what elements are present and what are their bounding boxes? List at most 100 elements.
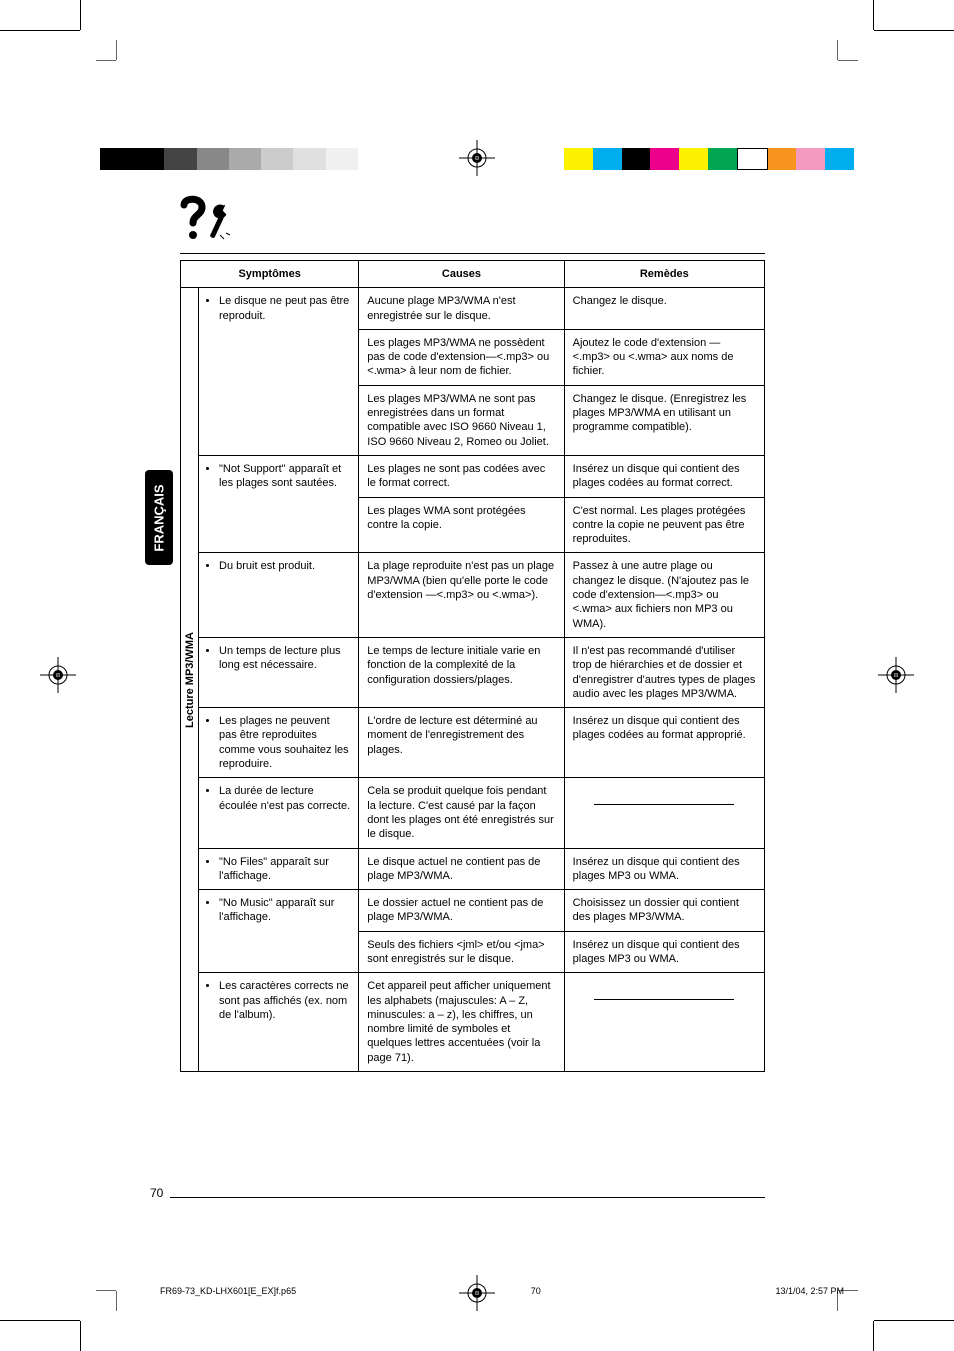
crop-tick bbox=[96, 60, 116, 61]
table-row: Les plages ne peuvent pas être reproduit… bbox=[181, 708, 765, 778]
cause-cell: Le disque actuel ne contient pas de plag… bbox=[359, 848, 564, 890]
symptom-cell: Du bruit est produit. bbox=[199, 553, 359, 637]
color-swatch bbox=[825, 148, 854, 170]
table-row: "Not Support" apparaît et les plages son… bbox=[181, 455, 765, 497]
header-rule bbox=[180, 253, 765, 254]
cause-cell: Les plages MP3/WMA ne possèdent pas de c… bbox=[359, 329, 564, 385]
crop-tick bbox=[116, 40, 117, 60]
crop-mark bbox=[0, 1320, 80, 1321]
symptom-text: Le disque ne peut pas être reproduit. bbox=[219, 294, 350, 323]
remedy-cell: Insérez un disque qui contient des plage… bbox=[564, 931, 764, 973]
color-swatch bbox=[358, 148, 390, 170]
crop-mark bbox=[80, 1321, 81, 1351]
color-swatch bbox=[100, 148, 132, 170]
table-header-row: Symptômes Causes Remèdes bbox=[181, 261, 765, 288]
remedy-cell: Insérez un disque qui contient des plage… bbox=[564, 848, 764, 890]
cause-cell: Le temps de lecture initiale varie en fo… bbox=[359, 637, 564, 707]
cause-cell: L'ordre de lecture est déterminé au mome… bbox=[359, 708, 564, 778]
table-row: Un temps de lecture plus long est nécess… bbox=[181, 637, 765, 707]
remedy-cell: Insérez un disque qui contient des plage… bbox=[564, 708, 764, 778]
registration-mark-icon bbox=[459, 140, 495, 176]
remedy-cell bbox=[564, 973, 764, 1072]
symptom-cell: La durée de lecture écoulée n'est pas co… bbox=[199, 778, 359, 848]
print-footer: FR69-73_KD-LHX601[E_EX]f.p65 70 13/1/04,… bbox=[160, 1286, 844, 1296]
color-swatch bbox=[737, 148, 768, 170]
remedy-cell: Insérez un disque qui contient des plage… bbox=[564, 455, 764, 497]
footer-page: 70 bbox=[531, 1286, 541, 1296]
cmyk-color-bar bbox=[564, 148, 854, 170]
language-tab: FRANÇAIS bbox=[145, 470, 173, 565]
symptom-cell: "Not Support" apparaît et les plages son… bbox=[199, 455, 359, 552]
table-row: Lecture MP3/WMALe disque ne peut pas êtr… bbox=[181, 288, 765, 330]
cause-cell: Le dossier actuel ne contient pas de pla… bbox=[359, 890, 564, 932]
cause-cell: La plage reproduite n'est pas un plage M… bbox=[359, 553, 564, 637]
crop-mark bbox=[873, 1321, 874, 1351]
color-swatch bbox=[132, 148, 164, 170]
remedy-cell: Changez le disque. bbox=[564, 288, 764, 330]
no-remedy-dash bbox=[594, 999, 734, 1000]
symptom-text: Les plages ne peuvent pas être reproduit… bbox=[219, 714, 350, 771]
language-tab-label: FRANÇAIS bbox=[152, 484, 167, 551]
color-swatch bbox=[326, 148, 358, 170]
symptom-text: "Not Support" apparaît et les plages son… bbox=[219, 462, 350, 491]
cause-cell: Cela se produit quelque fois pendant la … bbox=[359, 778, 564, 848]
header-causes: Causes bbox=[359, 261, 564, 288]
table-row: "No Music" apparaît sur l'affichage.Le d… bbox=[181, 890, 765, 932]
color-swatch bbox=[622, 148, 651, 170]
remedy-cell: Changez le disque. (Enregistrez les plag… bbox=[564, 385, 764, 455]
color-swatch bbox=[768, 148, 797, 170]
symptom-cell: Un temps de lecture plus long est nécess… bbox=[199, 637, 359, 707]
remedy-cell: Passez à une autre plage ou changez le d… bbox=[564, 553, 764, 637]
cause-cell: Les plages ne sont pas codées avec le fo… bbox=[359, 455, 564, 497]
color-swatch bbox=[197, 148, 229, 170]
symptom-text: Un temps de lecture plus long est nécess… bbox=[219, 644, 350, 673]
color-swatch bbox=[261, 148, 293, 170]
symptom-text: La durée de lecture écoulée n'est pas co… bbox=[219, 784, 350, 813]
symptom-cell: Les plages ne peuvent pas être reproduit… bbox=[199, 708, 359, 778]
color-swatch bbox=[679, 148, 708, 170]
category-cell: Lecture MP3/WMA bbox=[181, 288, 199, 1072]
remedy-cell bbox=[564, 778, 764, 848]
crop-tick bbox=[838, 60, 858, 61]
remedy-cell: Ajoutez le code d'extension —<.mp3> ou <… bbox=[564, 329, 764, 385]
footer-datetime: 13/1/04, 2:57 PM bbox=[775, 1286, 844, 1296]
color-swatch bbox=[293, 148, 325, 170]
crop-tick bbox=[96, 1290, 116, 1291]
cause-cell: Seuls des fichiers <jml> et/ou <jma> son… bbox=[359, 931, 564, 973]
troubleshooting-icon bbox=[180, 195, 240, 245]
symptom-text: "No Files" apparaît sur l'affichage. bbox=[219, 855, 350, 884]
color-swatch bbox=[796, 148, 825, 170]
color-swatch bbox=[650, 148, 679, 170]
cause-cell: Cet appareil peut afficher uniquement le… bbox=[359, 973, 564, 1072]
table-row: "No Files" apparaît sur l'affichage. Le d… bbox=[181, 848, 765, 890]
symptom-text: Du bruit est produit. bbox=[219, 559, 350, 573]
page-content: Symptômes Causes Remèdes Lecture MP3/WMA… bbox=[180, 195, 765, 1072]
crop-mark bbox=[80, 0, 81, 30]
page-number: 70 bbox=[150, 1186, 163, 1200]
crop-mark bbox=[874, 1320, 954, 1321]
no-remedy-dash bbox=[594, 804, 734, 805]
registration-mark-icon bbox=[40, 657, 76, 693]
color-swatch bbox=[164, 148, 196, 170]
category-label: Lecture MP3/WMA bbox=[182, 632, 196, 728]
color-swatch bbox=[593, 148, 622, 170]
symptom-cell: Les caractères corrects ne sont pas affi… bbox=[199, 973, 359, 1072]
color-swatch bbox=[229, 148, 261, 170]
table-row: La durée de lecture écoulée n'est pas co… bbox=[181, 778, 765, 848]
symptom-cell: "No Files" apparaît sur l'affichage. bbox=[199, 848, 359, 890]
remedy-cell: C'est normal. Les plages protégées contr… bbox=[564, 497, 764, 553]
troubleshooting-table: Symptômes Causes Remèdes Lecture MP3/WMA… bbox=[180, 260, 765, 1072]
crop-mark bbox=[873, 0, 874, 30]
crop-tick bbox=[837, 40, 838, 60]
table-row: Du bruit est produit. La plage reproduite… bbox=[181, 553, 765, 637]
footer-file: FR69-73_KD-LHX601[E_EX]f.p65 bbox=[160, 1286, 296, 1296]
header-remedies: Remèdes bbox=[564, 261, 764, 288]
symptom-text: Les caractères corrects ne sont pas affi… bbox=[219, 979, 350, 1022]
symptom-cell: "No Music" apparaît sur l'affichage. bbox=[199, 890, 359, 973]
crop-tick bbox=[116, 1291, 117, 1311]
remedy-cell: Choisissez un dossier qui contient des p… bbox=[564, 890, 764, 932]
color-swatch bbox=[708, 148, 737, 170]
grayscale-color-bar bbox=[100, 148, 390, 170]
crop-mark bbox=[874, 30, 954, 31]
footer-rule bbox=[170, 1197, 765, 1198]
